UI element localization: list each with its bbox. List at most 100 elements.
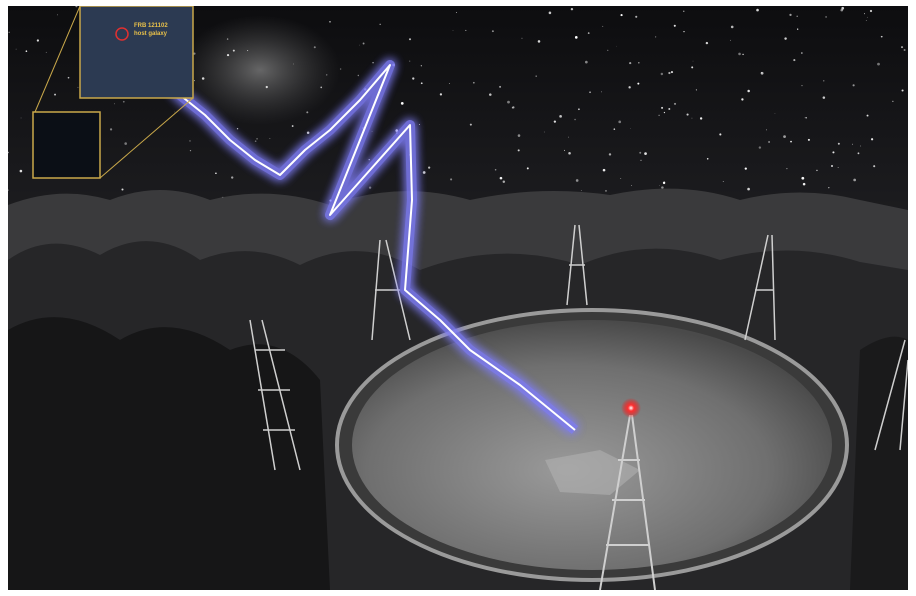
star (768, 141, 771, 143)
star (368, 158, 370, 161)
star (574, 36, 578, 39)
inset-label: FRB 121102 (134, 23, 168, 29)
star (661, 186, 664, 189)
star (580, 190, 582, 191)
star (45, 51, 47, 53)
star (409, 60, 411, 62)
star (695, 89, 697, 91)
star (658, 114, 660, 116)
star (568, 136, 569, 138)
star (368, 186, 372, 189)
star (8, 151, 9, 154)
star (265, 85, 268, 89)
star (189, 140, 191, 142)
star (320, 86, 323, 89)
star (892, 100, 894, 102)
star (193, 52, 196, 55)
photo: FRB 121102 host galaxy (8, 6, 908, 590)
tower (599, 414, 656, 590)
star (439, 93, 443, 96)
star (747, 187, 750, 191)
star (499, 176, 503, 180)
star (825, 16, 827, 18)
hill-right (850, 336, 908, 590)
star (863, 13, 865, 15)
star (371, 131, 373, 133)
star (802, 182, 806, 186)
star (801, 176, 805, 180)
mountains-near (8, 317, 330, 590)
star (247, 50, 249, 52)
star (408, 38, 412, 41)
star (852, 84, 855, 87)
inset-connector (34, 6, 81, 113)
star (699, 117, 703, 120)
star (507, 100, 510, 104)
star (559, 115, 562, 118)
star (722, 181, 724, 182)
star (628, 86, 631, 89)
star (57, 14, 58, 16)
star (822, 96, 826, 99)
star (668, 107, 671, 110)
star (256, 138, 258, 140)
star (691, 117, 693, 119)
star (450, 178, 453, 181)
star (602, 168, 606, 172)
star (472, 81, 475, 84)
star (491, 30, 494, 33)
star (578, 108, 580, 111)
star (860, 145, 862, 147)
star (512, 106, 515, 109)
star (668, 71, 671, 75)
star (851, 143, 853, 145)
star (801, 52, 803, 54)
radio-burst-core (124, 34, 576, 431)
star (801, 85, 803, 87)
star (75, 6, 78, 8)
star (823, 80, 825, 82)
tower (249, 319, 301, 471)
star (857, 152, 860, 155)
star (601, 91, 602, 93)
star (816, 169, 818, 172)
star (358, 44, 360, 46)
star (362, 42, 365, 45)
star (372, 62, 374, 64)
star (901, 89, 904, 92)
star (730, 39, 731, 41)
star (574, 118, 576, 121)
star (866, 16, 868, 18)
star (662, 181, 666, 185)
star (455, 12, 457, 13)
star (77, 86, 79, 88)
star (620, 14, 623, 17)
star (499, 85, 502, 88)
star (793, 59, 796, 62)
star (644, 152, 647, 155)
star (870, 138, 874, 141)
star (691, 66, 694, 69)
star (837, 167, 839, 168)
star (25, 50, 28, 52)
star (618, 120, 622, 124)
star (448, 82, 450, 84)
star (226, 53, 230, 57)
star (605, 190, 607, 192)
star (805, 117, 807, 119)
inset-large (79, 6, 194, 99)
star (741, 98, 744, 101)
beacon (621, 398, 641, 418)
star (719, 133, 722, 136)
star (602, 25, 604, 27)
star (901, 46, 904, 49)
star (853, 178, 857, 182)
star (36, 39, 40, 42)
host-marker (115, 27, 129, 41)
star (661, 106, 664, 109)
star (797, 28, 799, 30)
star (639, 151, 642, 154)
star (124, 142, 127, 145)
star (673, 102, 677, 105)
star (19, 169, 23, 173)
